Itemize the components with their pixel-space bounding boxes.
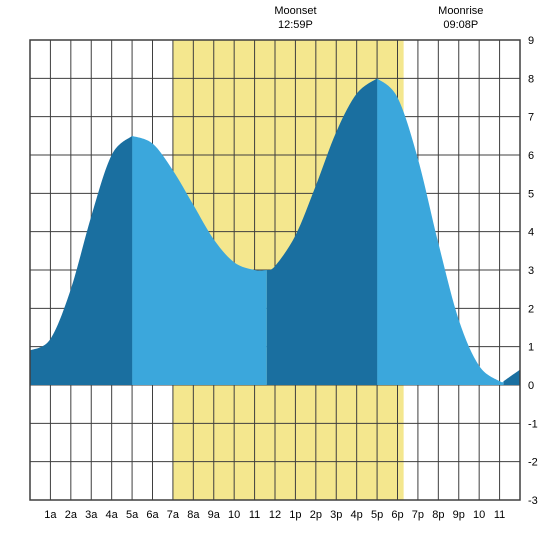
- x-tick-label: 6p: [391, 509, 403, 521]
- x-tick-label: 4a: [106, 509, 119, 521]
- tide-chart: -3-2-101234567891a2a3a4a5a6a7a8a9a101112…: [0, 0, 550, 550]
- x-tick-label: 12: [269, 509, 281, 521]
- y-tick-label: 7: [528, 112, 534, 124]
- y-tick-label: 8: [528, 73, 534, 85]
- y-tick-label: -2: [528, 457, 538, 469]
- x-tick-label: 10: [228, 509, 240, 521]
- y-tick-label: 3: [528, 265, 534, 277]
- x-tick-label: 3p: [330, 509, 342, 521]
- x-tick-label: 9p: [453, 509, 465, 521]
- x-tick-label: 5a: [126, 509, 139, 521]
- x-tick-label: 6a: [146, 509, 159, 521]
- y-tick-label: 4: [528, 227, 534, 239]
- moon-event-title: Moonset: [274, 5, 316, 17]
- moon-event-time: 12:59P: [278, 19, 313, 31]
- x-tick-label: 11: [494, 509, 505, 521]
- y-tick-label: -1: [528, 418, 538, 430]
- x-tick-label: 3a: [85, 509, 98, 521]
- x-tick-label: 11: [249, 509, 260, 521]
- y-tick-label: 0: [528, 380, 534, 392]
- x-tick-label: 2a: [65, 509, 78, 521]
- x-tick-label: 4p: [351, 509, 363, 521]
- x-tick-label: 8a: [187, 509, 200, 521]
- x-tick-label: 2p: [310, 509, 322, 521]
- x-tick-label: 8p: [432, 509, 444, 521]
- moon-event-time: 09:08P: [443, 19, 478, 31]
- chart-svg: -3-2-101234567891a2a3a4a5a6a7a8a9a101112…: [0, 0, 550, 550]
- x-tick-label: 5p: [371, 509, 383, 521]
- y-tick-label: 9: [528, 35, 534, 47]
- y-tick-label: -3: [528, 495, 538, 507]
- x-tick-label: 1p: [289, 509, 301, 521]
- x-tick-label: 9a: [208, 509, 221, 521]
- moon-event-title: Moonrise: [438, 5, 483, 17]
- y-tick-label: 2: [528, 303, 534, 315]
- y-tick-label: 5: [528, 188, 534, 200]
- y-tick-label: 6: [528, 150, 534, 162]
- x-tick-label: 1a: [44, 509, 57, 521]
- x-tick-label: 7p: [412, 509, 424, 521]
- x-tick-label: 7a: [167, 509, 180, 521]
- x-tick-label: 10: [473, 509, 485, 521]
- y-tick-label: 1: [528, 342, 534, 354]
